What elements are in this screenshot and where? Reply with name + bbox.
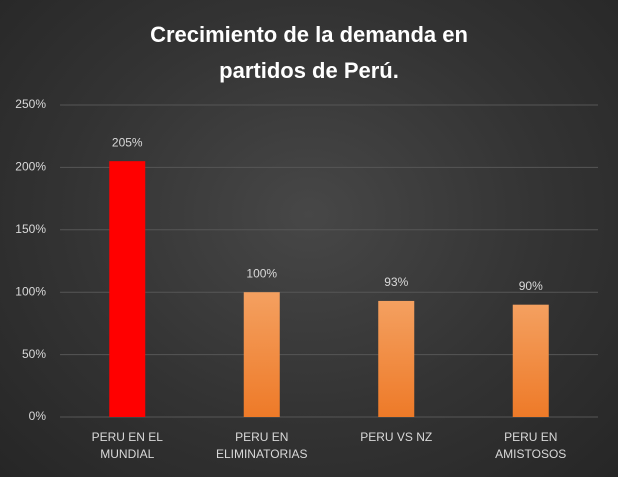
x-tick-label: PERU VS NZ: [360, 430, 433, 444]
y-tick-label: 150%: [15, 222, 46, 236]
x-tick-label: PERU EN AMISTOSOS: [495, 430, 567, 461]
chart-title: Crecimiento de la demanda en: [150, 22, 468, 47]
x-tick-label: PERU EN ELIMINATORIAS: [215, 430, 308, 461]
y-tick-label: 50%: [22, 347, 46, 361]
bar: [378, 300, 415, 417]
y-tick-label: 100%: [15, 284, 46, 298]
chart-title: partidos de Perú.: [219, 58, 399, 83]
data-label: 100%: [246, 266, 277, 280]
data-label: 93%: [384, 275, 408, 289]
bar: [109, 161, 146, 417]
x-tick-label: PERU EN EL MUNDIAL: [91, 430, 163, 461]
data-label: 90%: [519, 279, 543, 293]
data-label: 205%: [112, 135, 143, 149]
y-tick-label: 250%: [15, 97, 46, 111]
bar: [243, 292, 280, 417]
bar: [512, 304, 549, 417]
y-tick-label: 200%: [15, 160, 46, 174]
y-tick-label: 0%: [29, 409, 47, 423]
